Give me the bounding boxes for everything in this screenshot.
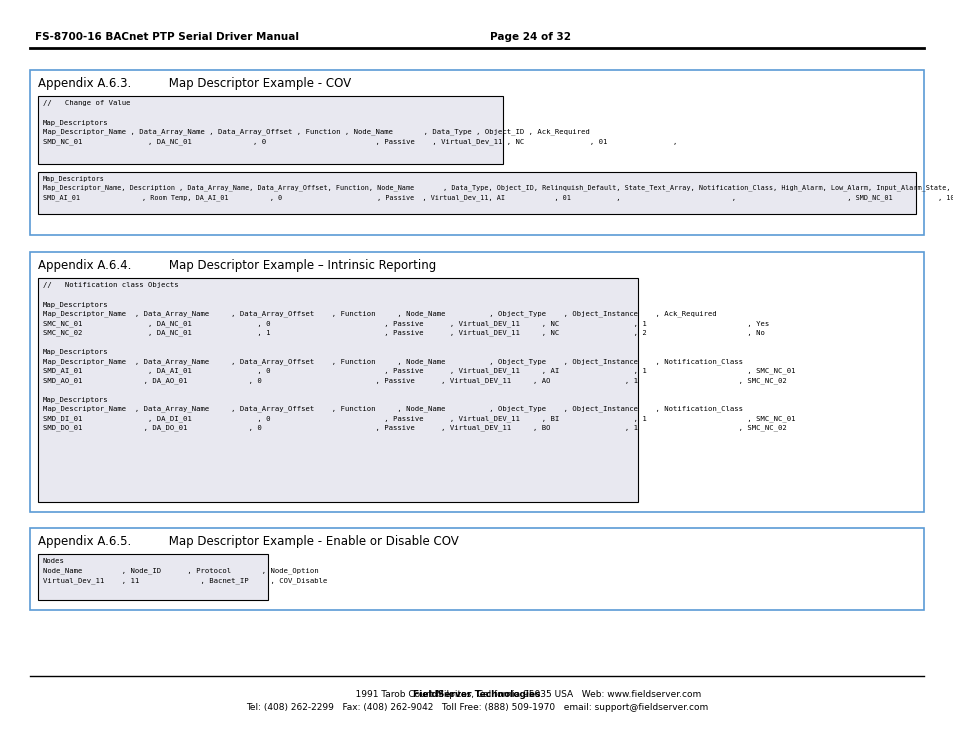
Text: Map_Descriptors: Map_Descriptors <box>43 348 109 355</box>
Bar <box>30 528 923 610</box>
Text: Map_Descriptors: Map_Descriptors <box>43 301 109 308</box>
Text: FS-8700-16 BACnet PTP Serial Driver Manual: FS-8700-16 BACnet PTP Serial Driver Manu… <box>35 32 298 42</box>
Text: Map_Descriptors: Map_Descriptors <box>43 175 105 182</box>
Text: Appendix A.6.4.          Map Descriptor Example – Intrinsic Reporting: Appendix A.6.4. Map Descriptor Example –… <box>38 259 436 272</box>
Bar <box>38 96 502 164</box>
Text: Map_Descriptor_Name  , Data_Array_Name     , Data_Array_Offset    , Function    : Map_Descriptor_Name , Data_Array_Name , … <box>43 405 742 412</box>
Text: SMC_NC_01               , DA_NC_01               , 0                          , : SMC_NC_01 , DA_NC_01 , 0 , <box>43 320 768 327</box>
Text: SMD_NC_01               , DA_NC_01              , 0                         , Pa: SMD_NC_01 , DA_NC_01 , 0 , Pa <box>43 138 677 145</box>
Text: Map_Descriptors: Map_Descriptors <box>43 396 109 403</box>
Text: SMD_AI_01               , Room Temp, DA_AI_01          , 0                      : SMD_AI_01 , Room Temp, DA_AI_01 , 0 <box>43 194 953 201</box>
Text: SMD_AO_01              , DA_AO_01              , 0                          , Pa: SMD_AO_01 , DA_AO_01 , 0 , Pa <box>43 377 786 384</box>
Bar <box>30 252 923 512</box>
Text: Page 24 of 32: Page 24 of 32 <box>490 32 571 42</box>
Text: SMD_DI_01               , DA_DI_01               , 0                          , : SMD_DI_01 , DA_DI_01 , 0 , <box>43 415 795 421</box>
Text: Appendix A.6.5.          Map Descriptor Example - Enable or Disable COV: Appendix A.6.5. Map Descriptor Example -… <box>38 535 458 548</box>
Bar <box>38 554 268 600</box>
Text: Map_Descriptors: Map_Descriptors <box>43 119 109 125</box>
Text: 1991 Tarob Court Milpitas, California 95035 USA   Web: www.fieldserver.com: 1991 Tarob Court Milpitas, California 95… <box>253 690 700 699</box>
Text: Tel: (408) 262-2299   Fax: (408) 262-9042   Toll Free: (888) 509-1970   email: s: Tel: (408) 262-2299 Fax: (408) 262-9042 … <box>246 703 707 712</box>
Text: Node_Name         , Node_ID      , Protocol       , Node_Option: Node_Name , Node_ID , Protocol , Node_Op… <box>43 568 318 574</box>
Text: //   Notification class Objects: // Notification class Objects <box>43 282 178 288</box>
Text: SMD_AI_01               , DA_AI_01               , 0                          , : SMD_AI_01 , DA_AI_01 , 0 , <box>43 368 795 374</box>
Text: SMD_DO_01              , DA_DO_01              , 0                          , Pa: SMD_DO_01 , DA_DO_01 , 0 , Pa <box>43 424 786 431</box>
Bar <box>38 172 915 214</box>
Text: FieldServer Technologies: FieldServer Technologies <box>413 690 540 699</box>
Text: Appendix A.6.3.          Map Descriptor Example - COV: Appendix A.6.3. Map Descriptor Example -… <box>38 77 351 90</box>
Bar <box>30 70 923 235</box>
Text: Virtual_Dev_11    , 11              , Bacnet_IP     , COV_Disable: Virtual_Dev_11 , 11 , Bacnet_IP , COV_Di… <box>43 577 327 584</box>
Text: Nodes: Nodes <box>43 558 65 564</box>
Bar <box>38 278 638 502</box>
Text: Map_Descriptor_Name  , Data_Array_Name     , Data_Array_Offset    , Function    : Map_Descriptor_Name , Data_Array_Name , … <box>43 311 716 317</box>
Text: Map_Descriptor_Name, Description , Data_Array_Name, Data_Array_Offset, Function,: Map_Descriptor_Name, Description , Data_… <box>43 184 953 191</box>
Text: SMC_NC_02               , DA_NC_01               , 1                          , : SMC_NC_02 , DA_NC_01 , 1 , <box>43 329 764 336</box>
Text: //   Change of Value: // Change of Value <box>43 100 131 106</box>
Text: Map_Descriptor_Name  , Data_Array_Name     , Data_Array_Offset    , Function    : Map_Descriptor_Name , Data_Array_Name , … <box>43 358 742 365</box>
Text: Map_Descriptor_Name , Data_Array_Name , Data_Array_Offset , Function , Node_Name: Map_Descriptor_Name , Data_Array_Name , … <box>43 128 589 135</box>
